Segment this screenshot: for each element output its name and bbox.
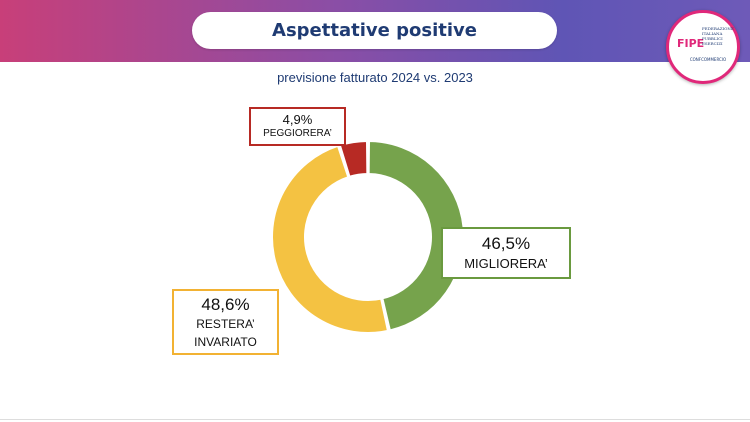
donut-slice-peggiorera (338, 139, 369, 179)
label-box-migliorera: 46,5% MIGLIORERA’ (441, 227, 571, 279)
chart-subtitle: previsione fatturato 2024 vs. 2023 (277, 70, 473, 85)
data-label-category-peggiorera: PEGGIORERA’ (263, 128, 332, 139)
data-label-category-restera: RESTERA’ INVARIATO (194, 317, 257, 349)
title-pill: Aspettative positive (192, 12, 557, 49)
data-label-value-peggiorera: 4,9% (282, 112, 313, 127)
logo-acronym: FIPE (677, 37, 705, 50)
data-label-value-restera: 48,6% (201, 295, 250, 314)
footer-divider (0, 419, 750, 420)
data-label-value-migliorera: 46,5% (481, 234, 531, 253)
data-label-category-migliorera: MIGLIORERA’ (464, 256, 548, 271)
logo-sub: CONFCOMMERCIO (689, 57, 727, 62)
fipe-logo: FIPE FEDERAZIONE ITALIANA PUBBLICI ESERC… (666, 10, 740, 84)
page-title: Aspettative positive (272, 20, 477, 41)
donut-slice-migliorera (367, 139, 465, 332)
donut-slice-restera (271, 144, 390, 334)
logo-name: FEDERAZIONE ITALIANA PUBBLICI ESERCIZI (702, 26, 734, 46)
label-box-peggiorera: 4,9% PEGGIORERA’ (249, 107, 346, 146)
label-box-restera: 48,6% RESTERA’ INVARIATO (172, 289, 279, 355)
